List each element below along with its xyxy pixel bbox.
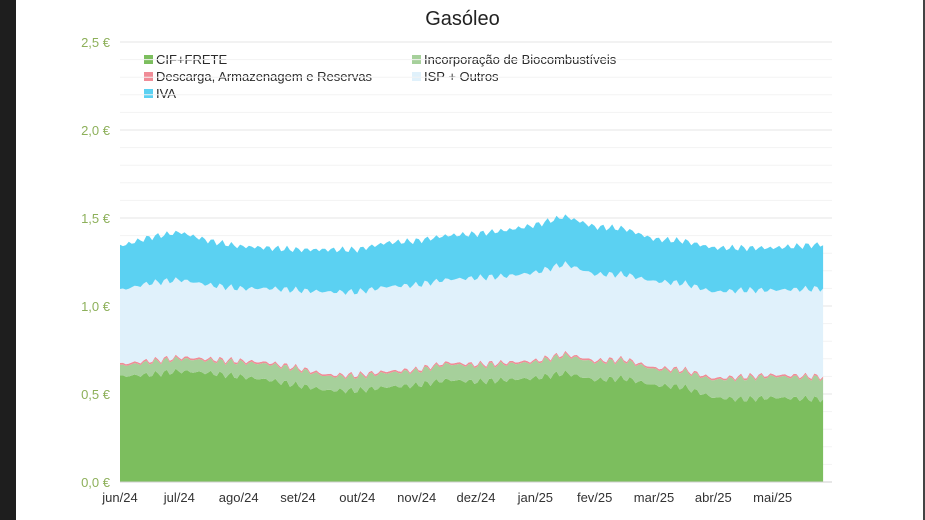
y-tick-label: 0,5 €	[81, 387, 111, 402]
area-series-group	[120, 214, 824, 482]
x-tick-label: mar/25	[634, 490, 674, 505]
y-tick-label: 1,5 €	[81, 211, 111, 226]
area-cif-frete	[120, 368, 824, 482]
legend-label: ISP + Outros	[424, 69, 499, 84]
x-tick-label: mai/25	[753, 490, 792, 505]
legend-swatch	[144, 89, 153, 98]
axes-group: 0,0 € 0,5 € 1,0 € 1,5 € 2,0 € 2,5 € jun/24 jul/…	[81, 35, 832, 505]
x-tick-label: abr/25	[695, 490, 732, 505]
y-tick-label: 1,0 €	[81, 299, 111, 314]
area-isp-outros	[120, 261, 824, 380]
chart-title: Gasóleo	[425, 8, 500, 30]
legend-label: Descarga, Armazenagem e Reservas	[156, 69, 373, 84]
legend-swatch	[412, 72, 421, 81]
x-tick-label: set/24	[280, 490, 315, 505]
y-tick-label: 0,0 €	[81, 475, 111, 490]
window-right-border	[923, 0, 925, 520]
window-left-border	[0, 0, 16, 520]
area-incorpora-o-de-biocombust-veis	[120, 352, 824, 403]
x-tick-label: jan/25	[517, 490, 553, 505]
legend-item-descarga: Descarga, Armazenagem e Reservas	[144, 69, 372, 84]
legend-item-isp-outros: ISP + Outros	[412, 69, 499, 84]
x-tick-label: jun/24	[101, 490, 137, 505]
x-tick-label: jul/24	[163, 490, 195, 505]
y-tick-label: 2,5 €	[81, 35, 111, 50]
x-tick-label: dez/24	[456, 490, 495, 505]
legend-label: IVA	[156, 86, 176, 101]
area-iva	[120, 214, 824, 295]
legend-item-iva: IVA	[144, 86, 176, 101]
x-tick-label: nov/24	[397, 490, 436, 505]
y-tick-label: 2,0 €	[81, 123, 111, 138]
legend-swatch	[144, 72, 153, 81]
x-tick-label: fev/25	[577, 490, 612, 505]
x-tick-label: ago/24	[219, 490, 259, 505]
x-tick-label: out/24	[339, 490, 375, 505]
